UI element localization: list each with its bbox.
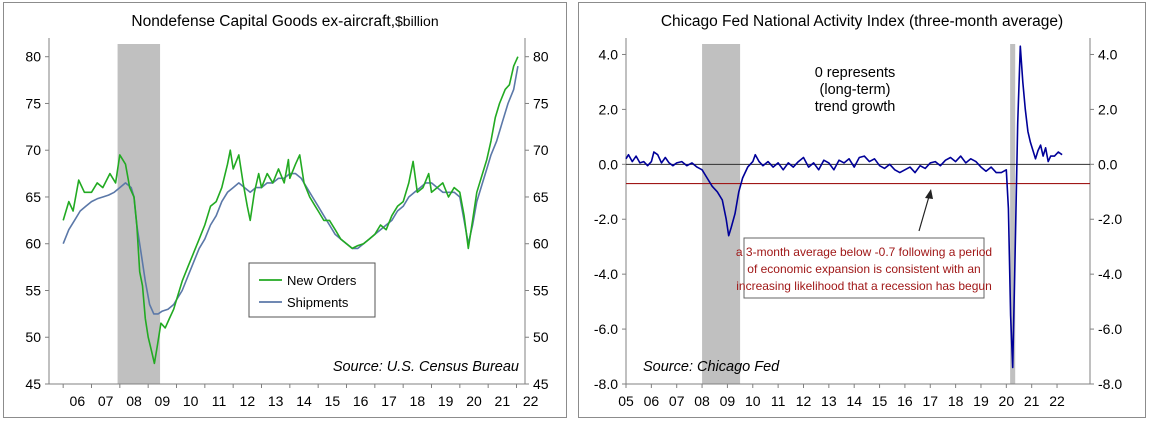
y-tick-label-right: -4.0	[1098, 266, 1122, 282]
x-tick-label: 10	[183, 393, 199, 409]
y-tick-label-left: 65	[25, 189, 41, 205]
y-tick-label-left: 50	[25, 329, 41, 345]
x-tick-label: 18	[410, 393, 426, 409]
legend	[248, 262, 376, 318]
recession-band	[1010, 44, 1016, 384]
y-tick-label-left: -4.0	[594, 266, 618, 282]
annotation-arrowhead	[925, 189, 933, 199]
chart-panel-cfnai: Chicago Fed National Activity Index (thr…	[578, 2, 1146, 418]
x-tick-label: 21	[495, 393, 511, 409]
x-tick-label: 05	[618, 393, 634, 409]
legend-label: Shipments	[287, 295, 349, 310]
y-tick-label-right: 75	[533, 95, 549, 111]
threshold-note-line: increasing likelihood that a recession h…	[736, 279, 992, 293]
x-tick-label: 13	[268, 393, 284, 409]
chart-panel-capital-goods: Nondefense Capital Goods ex-aircraft,$bi…	[3, 2, 567, 418]
y-tick-label-right: 70	[533, 142, 549, 158]
y-tick-label-right: 80	[533, 49, 549, 65]
x-tick-label: 16	[353, 393, 369, 409]
trend-note-line: (long-term)	[820, 82, 891, 98]
y-tick-label-right: 2.0	[1098, 101, 1118, 117]
annotation-arrow	[918, 192, 931, 232]
y-tick-label-right: -8.0	[1098, 376, 1122, 392]
y-tick-label-left: 45	[25, 376, 41, 392]
x-tick-label: 15	[325, 393, 341, 409]
capital-goods-chart: 45 45 50 50 55 55 60 60 65 65 70 70 75 75 80 80 06 07 08 09…	[25, 38, 549, 409]
y-tick-label-left: -6.0	[594, 321, 618, 337]
x-tick-label: 09	[720, 393, 736, 409]
chart-title-text: Nondefense Capital Goods ex-aircraft,	[131, 13, 396, 30]
x-tick-label: 12	[796, 393, 812, 409]
y-tick-label-right: 45	[533, 376, 549, 392]
x-tick-label: 20	[466, 393, 482, 409]
y-tick-label-right: 55	[533, 282, 549, 298]
x-tick-label: 11	[771, 393, 786, 409]
chart-title: Nondefense Capital Goods ex-aircraft,$bi…	[4, 13, 566, 31]
x-tick-label: 16	[897, 393, 913, 409]
y-tick-label-left: 80	[25, 49, 41, 65]
x-tick-label: 20	[999, 393, 1015, 409]
x-tick-label: 11	[212, 393, 227, 409]
y-tick-label-right: 65	[533, 189, 549, 205]
x-tick-label: 19	[973, 393, 989, 409]
x-tick-label: 09	[155, 393, 171, 409]
y-tick-label-left: 70	[25, 142, 41, 158]
y-tick-label-left: 55	[25, 282, 41, 298]
y-tick-label-left: -8.0	[594, 376, 618, 392]
x-tick-label: 22	[1049, 393, 1065, 409]
legend-label: New Orders	[287, 273, 357, 288]
x-tick-label: 14	[846, 393, 862, 409]
x-tick-label: 22	[523, 393, 539, 409]
x-tick-label: 12	[240, 393, 256, 409]
y-tick-label-right: -2.0	[1098, 211, 1122, 227]
y-tick-label-left: 4.0	[599, 46, 619, 62]
y-tick-label-right: 50	[533, 329, 549, 345]
y-tick-label-left: 0.0	[599, 156, 619, 172]
series-cfnai	[625, 45, 1063, 369]
x-tick-label: 19	[438, 393, 454, 409]
chart-title: Chicago Fed National Activity Index (thr…	[660, 13, 1064, 30]
x-tick-label: 10	[745, 393, 761, 409]
y-tick-label-left: 60	[25, 236, 41, 252]
trend-note-line: trend growth	[815, 99, 896, 115]
x-tick-label: 17	[381, 393, 397, 409]
trend-note-line: 0 represents	[815, 65, 896, 81]
threshold-note-box	[743, 237, 985, 299]
y-tick-label-right: 0.0	[1098, 156, 1118, 172]
x-tick-label: 18	[948, 393, 964, 409]
y-tick-label-right: 4.0	[1098, 46, 1118, 62]
threshold-note-line: a 3-month average below -0.7 following a…	[736, 245, 992, 259]
x-tick-label: 07	[98, 393, 114, 409]
cfnai-chart: 4.0 4.0 2.0 2.0 0.0 0.0 -2.0 -2.0 -4.0 -4.0 -6.0 -6…	[594, 38, 1122, 409]
chart-title-unit: $billion	[395, 13, 439, 29]
y-tick-label-left: 2.0	[599, 101, 619, 117]
x-tick-label: 17	[922, 393, 938, 409]
x-tick-label: 06	[644, 393, 660, 409]
x-tick-label: 08	[694, 393, 710, 409]
series-new-orders	[62, 56, 519, 365]
y-tick-label-right: 60	[533, 236, 549, 252]
y-tick-label-left: -2.0	[594, 211, 618, 227]
x-tick-label: 15	[872, 393, 888, 409]
source-note: Source: Chicago Fed	[643, 359, 780, 375]
x-tick-label: 13	[821, 393, 837, 409]
threshold-note-line: of economic expansion is consistent with…	[747, 262, 980, 276]
recession-band	[117, 44, 161, 384]
y-tick-label-right: -6.0	[1098, 321, 1122, 337]
x-tick-label: 06	[70, 393, 86, 409]
x-tick-label: 08	[126, 393, 142, 409]
x-tick-label: 21	[1024, 393, 1040, 409]
recession-band	[702, 44, 741, 384]
source-note: Source: U.S. Census Bureau	[333, 359, 519, 375]
x-tick-label: 14	[296, 393, 312, 409]
y-tick-label-left: 75	[25, 95, 41, 111]
x-tick-label: 07	[669, 393, 685, 409]
